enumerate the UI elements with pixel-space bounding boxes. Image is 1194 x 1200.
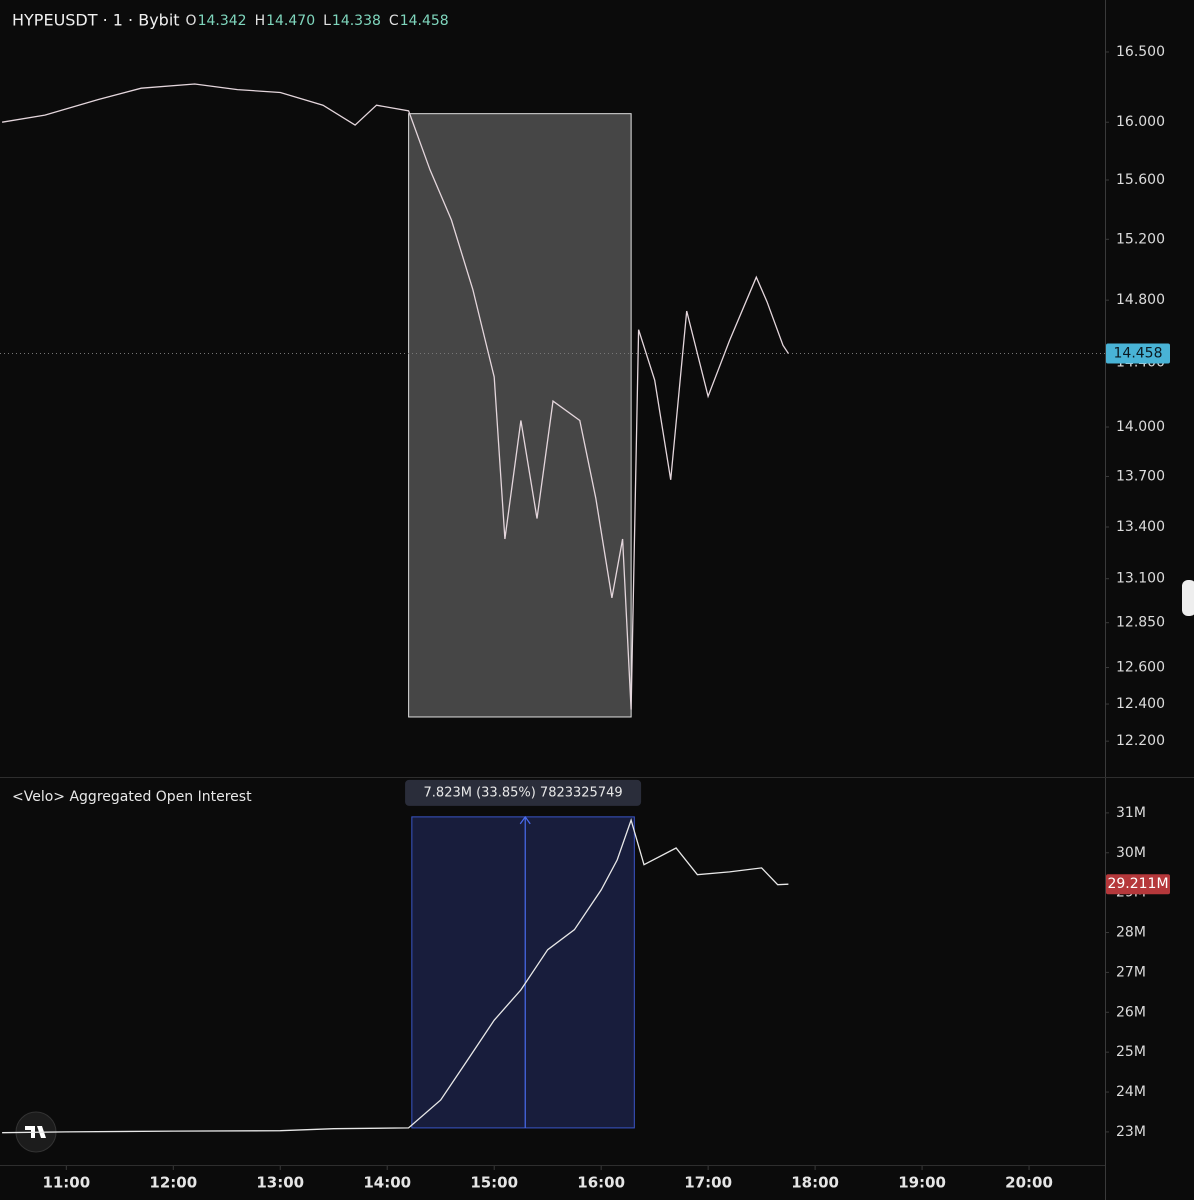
measure-label: 7.823M (33.85%) 7823325749 — [424, 785, 623, 800]
y-tick-label: 12.850 — [1116, 615, 1165, 631]
x-tick-label: 17:00 — [684, 1174, 732, 1192]
last-value-label: 14.458 — [1114, 346, 1163, 362]
y-tick-label: 12.600 — [1116, 660, 1165, 676]
ohlc-name: H — [255, 13, 266, 29]
y-tick-label: 24M — [1116, 1084, 1146, 1100]
y-tick-label: 27M — [1116, 964, 1146, 980]
open-interest-line — [2, 817, 789, 1134]
y-tick-label: 13.400 — [1116, 519, 1165, 535]
y-tick-label: 14.000 — [1116, 419, 1165, 435]
y-tick-label: 16.500 — [1116, 44, 1165, 60]
ohlc-value: 14.342 — [198, 13, 247, 29]
y-tick-label: 26M — [1116, 1004, 1146, 1020]
y-tick-label: 31M — [1116, 805, 1146, 821]
y-tick-label: 16.000 — [1116, 114, 1165, 130]
x-tick-label: 15:00 — [470, 1174, 518, 1192]
logo-mark — [25, 1126, 46, 1138]
ohlc-value: 14.338 — [332, 13, 381, 29]
ohlc-name: L — [323, 13, 331, 29]
price-line — [1, 83, 789, 710]
measure-label-bg — [405, 779, 642, 806]
y-tick-label: 25M — [1116, 1044, 1146, 1060]
ohlc-name: O — [186, 13, 197, 29]
y-tick-label: 12.200 — [1116, 733, 1165, 749]
chart-layer: 16.50016.00015.60015.20014.80014.40014.0… — [0, 11, 1170, 1192]
x-tick-label: 19:00 — [898, 1174, 946, 1192]
measure-box — [411, 816, 635, 1129]
chart-title: HYPEUSDT · 1 · Bybit — [12, 11, 180, 30]
y-tick-label: 28M — [1116, 925, 1146, 941]
y-tick-label: 23M — [1116, 1124, 1146, 1140]
ohlc-name: C — [389, 13, 399, 29]
y-tick-label: 15.600 — [1116, 172, 1165, 188]
x-tick-label: 14:00 — [363, 1174, 411, 1192]
x-tick-label: 12:00 — [149, 1174, 197, 1192]
x-tick-label: 11:00 — [42, 1174, 90, 1192]
x-tick-label: 20:00 — [1005, 1174, 1053, 1192]
y-tick-label: 30M — [1116, 845, 1146, 861]
ohlc-value: 14.470 — [266, 13, 315, 29]
x-tick-label: 18:00 — [791, 1174, 839, 1192]
x-tick-label: 13:00 — [256, 1174, 304, 1192]
last-value-tag — [1106, 874, 1170, 895]
y-tick-label: 13.700 — [1116, 468, 1165, 484]
last-value-label: 29.211M — [1107, 876, 1168, 892]
y-tick-label: 13.100 — [1116, 571, 1165, 587]
scale-handle[interactable] — [1182, 580, 1194, 616]
ohlc-value: 14.458 — [400, 13, 449, 29]
measure-arrow-head — [519, 815, 531, 825]
highlight-box — [408, 113, 632, 718]
y-tick-label: 12.400 — [1116, 696, 1165, 712]
y-tick-label: 14.800 — [1116, 292, 1165, 308]
last-value-tag — [1106, 343, 1170, 364]
indicator-title: <Velo> Aggregated Open Interest — [12, 789, 252, 805]
x-tick-label: 16:00 — [577, 1174, 625, 1192]
y-tick-label: 15.200 — [1116, 231, 1165, 247]
